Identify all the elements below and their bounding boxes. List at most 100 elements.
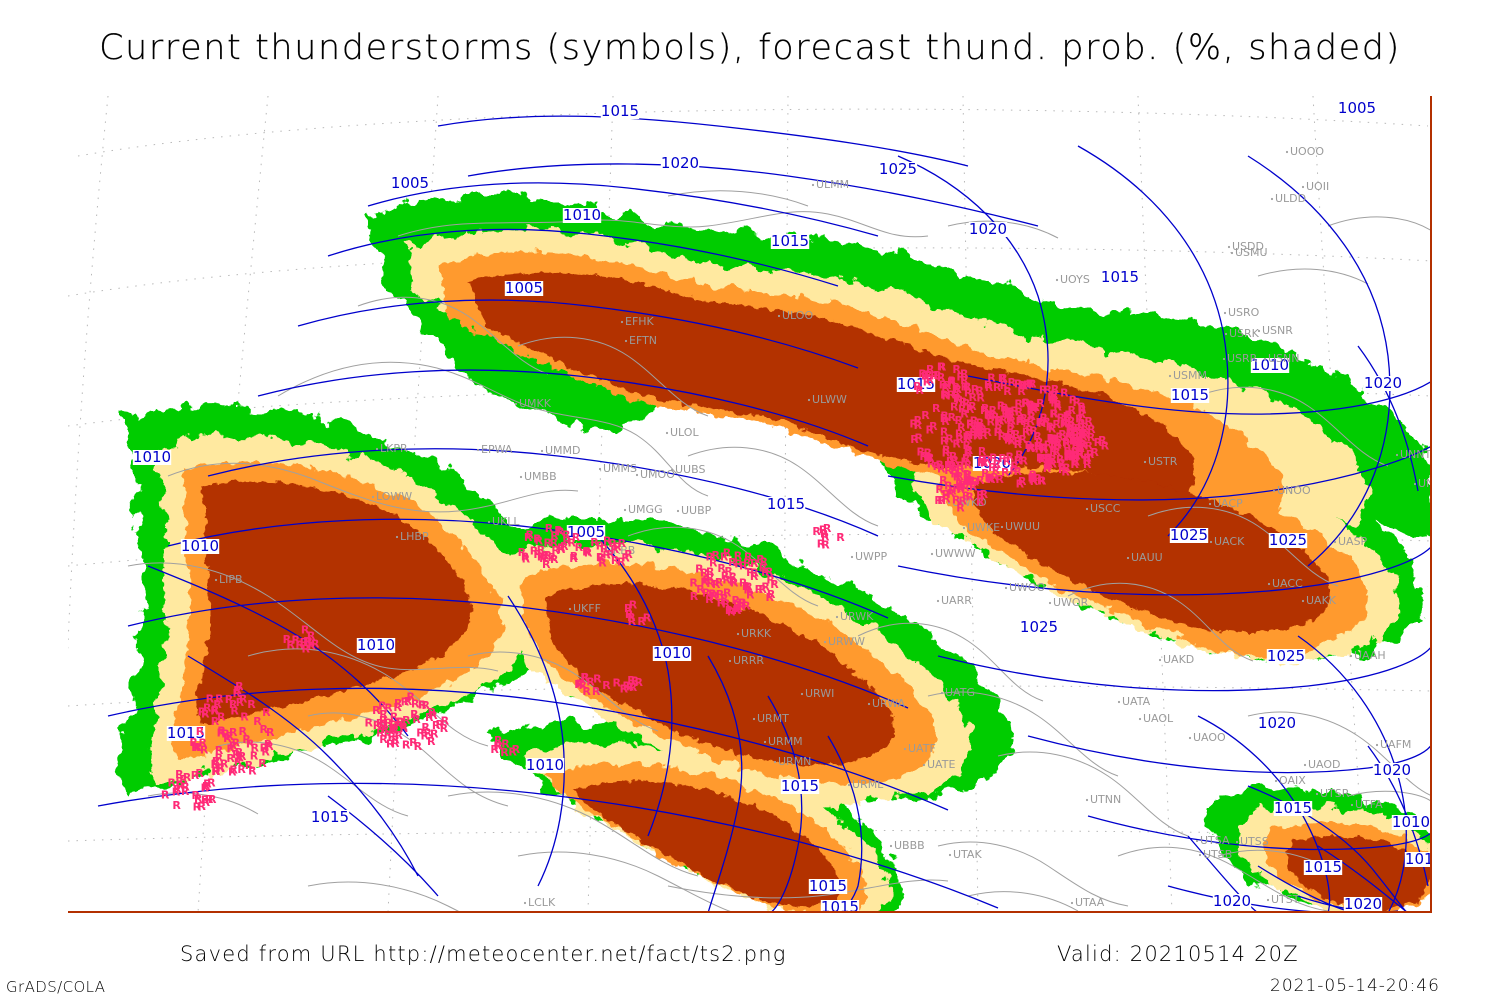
thunderstorm-symbol: R xyxy=(929,420,938,433)
thunderstorm-symbol: R xyxy=(1015,406,1024,419)
thunderstorm-symbol: R xyxy=(593,672,602,685)
thunderstorm-symbol: R xyxy=(1062,436,1071,449)
isobar-label: 1005 xyxy=(1338,99,1376,117)
thunderstorm-symbol: R xyxy=(742,600,751,613)
thunderstorm-symbol: R xyxy=(940,435,949,448)
isobar-label-background xyxy=(390,176,430,191)
thunderstorm-symbol: R xyxy=(608,537,617,550)
thunderstorm-symbol: R xyxy=(586,675,595,688)
thunderstorm-symbol: R xyxy=(1028,474,1037,487)
station-label: UNNT xyxy=(1400,448,1432,461)
thunderstorm-symbol: R xyxy=(943,379,952,392)
station-label: LCLK xyxy=(528,896,556,909)
thunderstorm-symbol: R xyxy=(265,740,274,753)
station-label: UTSA xyxy=(1200,834,1230,847)
thunderstorm-symbol: R xyxy=(955,427,964,440)
thunderstorm-symbol: R xyxy=(734,550,743,563)
station-dot-icon xyxy=(540,449,544,453)
thunderstorm-symbol: R xyxy=(923,452,932,465)
thunderstorm-symbol: R xyxy=(401,695,410,708)
thunderstorm-symbol: R xyxy=(945,432,954,445)
thunderstorm-symbol: R xyxy=(238,725,247,738)
thunderstorm-symbol: R xyxy=(1078,429,1087,442)
thunderstorm-symbol: R xyxy=(836,531,845,544)
thunderstorm-symbol: R xyxy=(1030,475,1039,488)
thunderstorm-symbol: R xyxy=(232,737,241,750)
station-label: UTNN xyxy=(1090,793,1121,806)
thunderstorm-symbol: R xyxy=(548,551,557,564)
valid-time-label: Valid: 20210514 20Z xyxy=(1057,942,1299,966)
thunderstorm-symbol: R xyxy=(953,470,962,483)
thunderstorm-symbol: R xyxy=(1035,442,1044,455)
thunderstorm-symbol: R xyxy=(195,767,204,780)
thunderstorm-symbol: R xyxy=(1044,451,1053,464)
station-label: URWA xyxy=(872,697,906,710)
station-dot-icon xyxy=(624,339,628,343)
station-label: UMKK xyxy=(519,397,552,410)
thunderstorm-symbol: R xyxy=(1077,408,1086,421)
thunderstorm-symbol: R xyxy=(1083,458,1092,471)
thunderstorm-symbol: R xyxy=(980,404,989,417)
station-label: URMM xyxy=(768,735,803,748)
station-label: OAIX xyxy=(1279,774,1306,787)
station-label: UTFA xyxy=(1355,798,1383,811)
thunderstorm-symbol: R xyxy=(944,480,953,493)
isobar-label-background xyxy=(566,525,606,540)
thunderstorm-symbol: R xyxy=(1072,439,1081,452)
thunderstorm-symbol: R xyxy=(756,553,765,566)
station-dot-icon xyxy=(763,740,767,744)
thunderstorm-symbol: R xyxy=(544,549,553,562)
thunderstorm-symbol: R xyxy=(525,528,534,541)
thunderstorm-symbol: R xyxy=(261,746,270,759)
thunderstorm-symbol: R xyxy=(987,473,996,486)
thunderstorm-symbol: R xyxy=(976,421,985,434)
thunderstorm-symbol: R xyxy=(1014,454,1023,467)
isobar-label: 1020 xyxy=(973,454,1011,472)
station-dot-icon xyxy=(807,398,811,402)
thunderstorm-symbol: R xyxy=(987,371,996,384)
station-label: UMMD xyxy=(545,444,581,457)
thunderstorm-symbol: R xyxy=(1063,445,1072,458)
thunderstorm-symbol: R xyxy=(1072,428,1081,441)
thunderstorm-symbol: R xyxy=(551,544,560,557)
thunderstorm-symbol: R xyxy=(1069,435,1078,448)
thunderstorm-symbol: R xyxy=(229,764,238,777)
thunderstorm-symbol: R xyxy=(1027,405,1036,418)
thunderstorm-symbol: R xyxy=(307,639,316,652)
thunderstorm-symbol: R xyxy=(1065,431,1074,444)
thunderstorm-symbol: R xyxy=(557,543,566,556)
thunderstorm-symbol: R xyxy=(226,742,235,755)
thunderstorm-symbol: R xyxy=(725,604,734,617)
isobar-label-background xyxy=(1337,101,1377,116)
thunderstorm-symbol: R xyxy=(581,671,590,684)
thunderstorm-symbol: R xyxy=(301,623,310,636)
thunderstorm-symbol: R xyxy=(236,696,245,709)
thunderstorm-symbol: R xyxy=(966,417,975,430)
thunderstorm-symbol: R xyxy=(376,726,385,739)
thunderstorm-symbol: R xyxy=(732,604,741,617)
thunderstorm-symbol: R xyxy=(1050,441,1059,454)
thunderstorm-symbol: R xyxy=(758,583,767,596)
station-dot-icon xyxy=(519,475,523,479)
thunderstorm-symbol: R xyxy=(1018,475,1027,488)
grads-cola-credit: GrADS/COLA xyxy=(6,978,106,996)
thunderstorm-symbol: R xyxy=(1043,462,1052,475)
thunderstorm-symbol: R xyxy=(1050,389,1059,402)
thunderstorm-symbol: R xyxy=(940,412,949,425)
thunderstorm-symbol: R xyxy=(995,473,1004,486)
thunderstorm-symbol: R xyxy=(914,419,923,432)
thunderstorm-symbol: R xyxy=(429,709,438,722)
station-dot-icon xyxy=(1285,150,1289,154)
thunderstorm-symbol: R xyxy=(1069,393,1078,406)
thunderstorm-symbol: R xyxy=(1081,421,1090,434)
thunderstorm-symbol: R xyxy=(1022,396,1031,409)
station-label: ULMM xyxy=(816,178,849,191)
isobar-label-background xyxy=(310,810,350,825)
thunderstorm-symbol: R xyxy=(582,546,591,559)
thunderstorm-symbol: R xyxy=(560,540,569,553)
thunderstorm-symbol: R xyxy=(1047,391,1056,404)
thunderstorm-symbol: R xyxy=(181,781,190,794)
isobar-label: 1015 xyxy=(809,877,847,895)
station-label: USRR xyxy=(1227,352,1258,365)
station-label: UMOO xyxy=(640,468,675,481)
